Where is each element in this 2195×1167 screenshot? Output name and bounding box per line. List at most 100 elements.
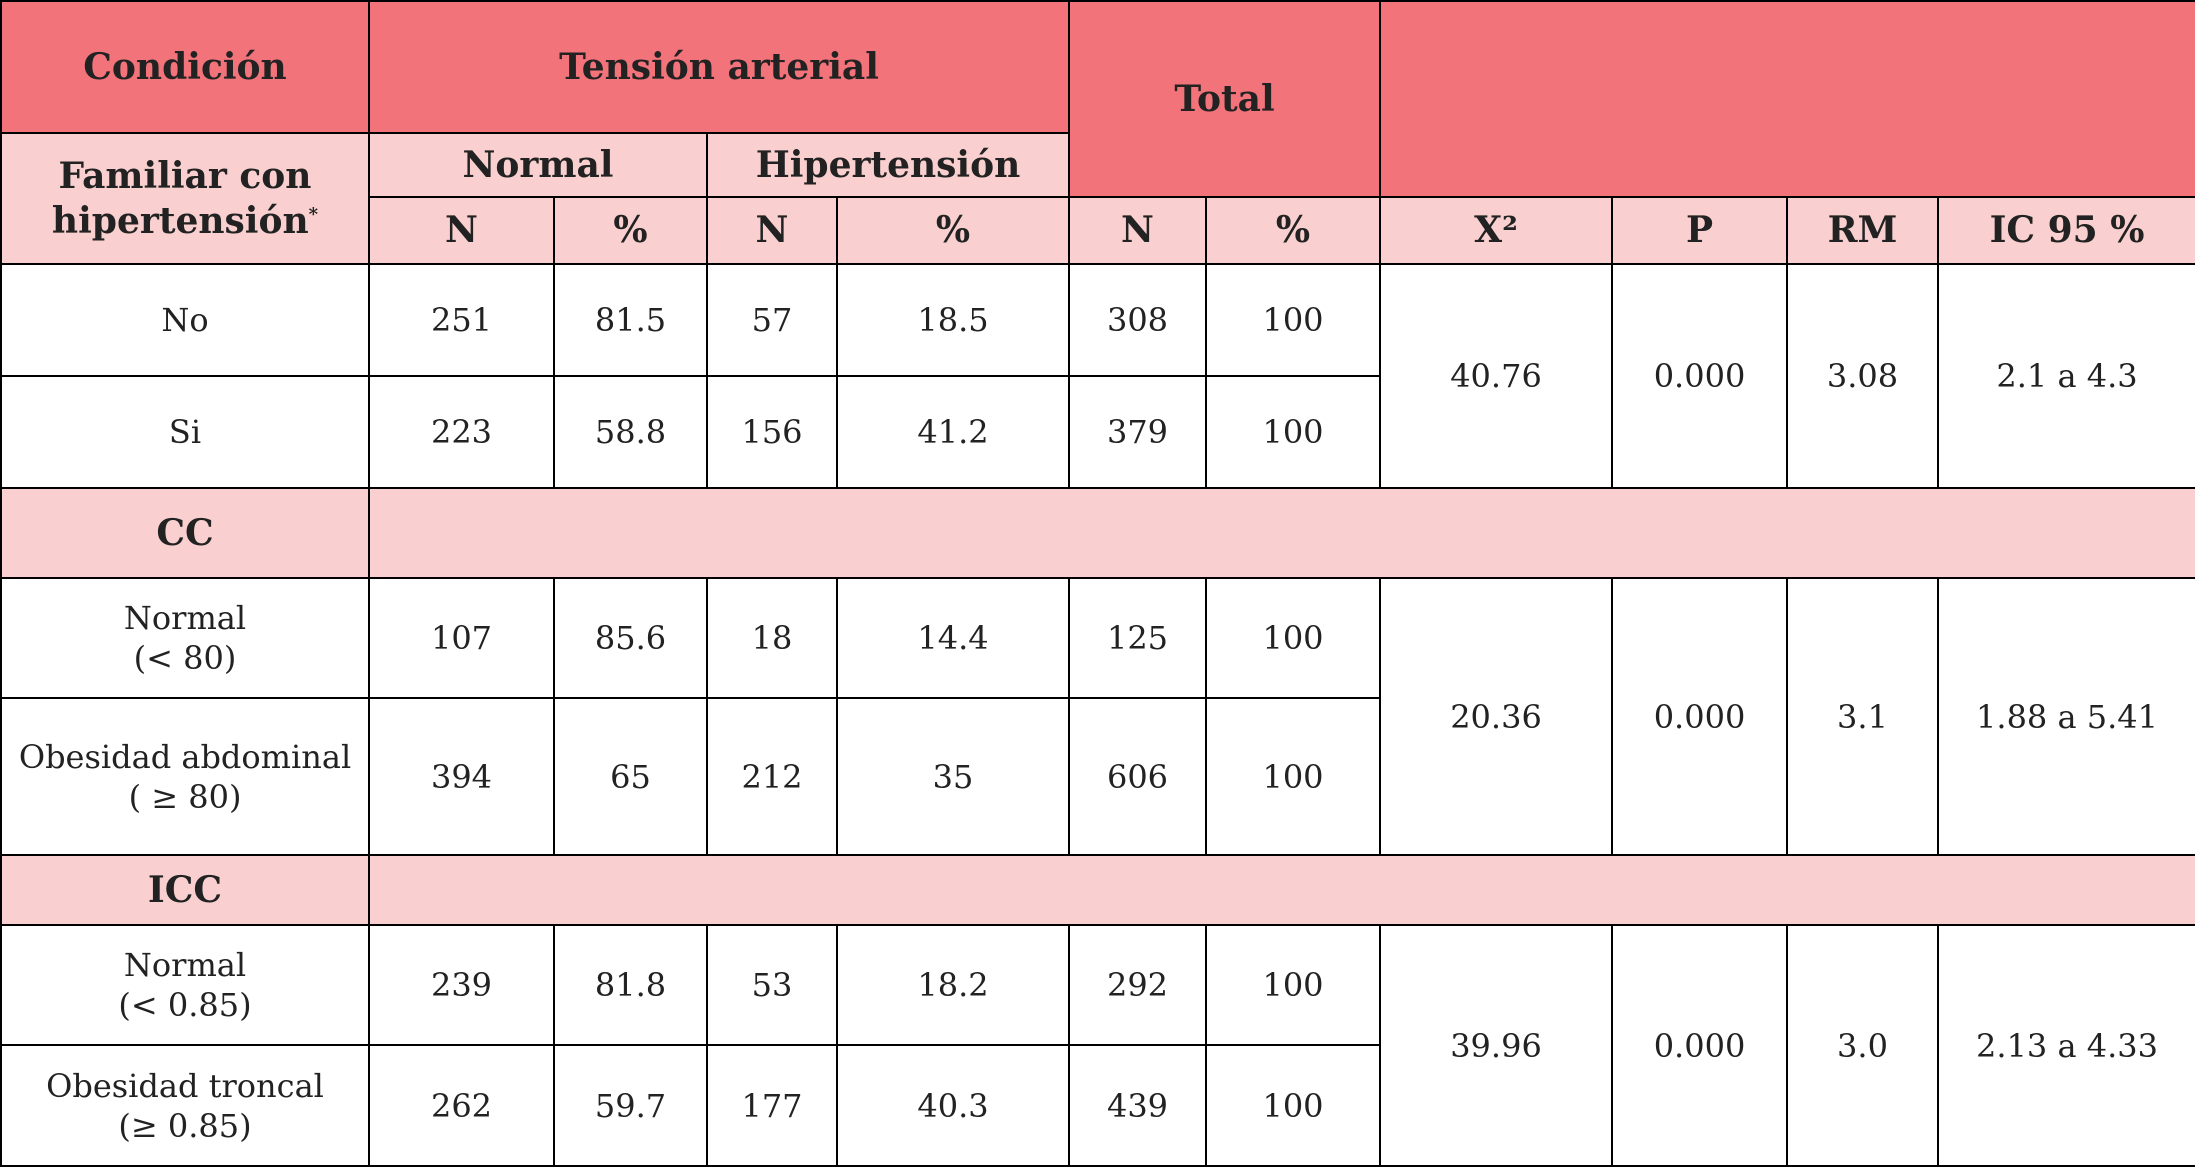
cell-text: 292 [1106,966,1169,1004]
data-cell: 41.2 [836,375,1070,489]
data-cell: 100 [1205,577,1381,699]
row-label: Obesidad troncal (≥ 0.85) [0,1044,370,1167]
header-cell: % [553,196,708,265]
header-cell: Total [1068,0,1381,198]
stat-cell: 3.08 [1786,263,1939,489]
data-cell: 57 [706,263,838,377]
header-text: Condición [83,45,287,88]
cell-text: 85.6 [594,619,667,657]
row-label: No [0,263,370,377]
row-label: Obesidad abdominal( ≥ 80) [0,697,370,856]
header-cell: Condición [0,0,370,134]
row-label-text: Si [168,413,202,451]
data-cell: 308 [1068,263,1207,377]
cell-text: 156 [741,413,803,451]
header-cell: % [836,196,1070,265]
data-cell: 100 [1205,375,1381,489]
header-text: Tensión arterial [559,45,879,88]
header-row: Condición Tensión arterial Total [0,0,2195,198]
stat-cell: 3.1 [1786,577,1939,856]
cell-text: 40.76 [1450,357,1542,395]
data-cell: 223 [368,375,555,489]
row-label-text: (< 80) [133,639,237,677]
cell-text: 308 [1106,301,1169,339]
cell-text: 65 [610,757,651,796]
data-cell: 85.6 [553,577,708,699]
header-cell: N [706,196,838,265]
data-cell: 100 [1205,924,1381,1046]
data-cell: 394 [368,697,555,856]
row-label-text: Normal [123,946,247,984]
cell-text: 81.5 [594,301,667,339]
data-cell: 292 [1068,924,1207,1046]
cell-text: 262 [430,1086,493,1125]
row-label-text: Normal [123,599,247,637]
cell-text: 2.1 a 4.3 [1996,357,2138,395]
cell-text: 212 [741,757,803,796]
cell-text: 3.0 [1837,1026,1888,1065]
cell-text: 41.2 [917,413,989,451]
cell-text: 3.1 [1837,697,1888,736]
cell-text: 0.000 [1653,697,1746,736]
cell-text: 439 [1106,1086,1169,1125]
data-cell: 156 [706,375,838,489]
cell-text: 100 [1262,301,1324,339]
header-text: % [935,209,971,251]
data-cell: 262 [368,1044,555,1167]
cell-text: 57 [751,301,793,339]
header-row: N% N% N% X² P RM IC 95 % [1,196,2195,265]
data-cell: 125 [1068,577,1207,699]
header-cell: N [368,196,555,265]
data-cell: 379 [1068,375,1207,489]
cell-text: 40.3 [917,1086,989,1125]
data-cell: 35 [836,697,1070,856]
stat-cell: 39.96 [1379,924,1613,1167]
header-cell: P [1611,196,1788,265]
data-cell: 81.8 [553,924,708,1046]
header-text: % [1275,209,1311,251]
row-label-text: (≥ 0.85) [118,1106,252,1145]
data-row: Normal (< 80) 107 85.6 18 14.4 125 100 20.36 0.00… [0,577,2195,856]
header-text: X² [1474,209,1518,251]
stat-cell: 2.1 a 4.3 [1937,263,2195,489]
data-cell: 65 [553,697,708,856]
row-label-text: No [161,301,209,339]
group-fill [368,487,2195,579]
cell-text: 379 [1106,413,1169,451]
header-cell: Familiar con hipertensión* [0,132,370,265]
group-fill [368,854,2195,926]
row-label: Normal (< 80) [0,577,370,699]
cell-text: 125 [1106,619,1169,657]
data-cell: 177 [706,1044,838,1167]
group-title-text: CC [156,511,214,554]
stat-cell: 20.36 [1379,577,1613,856]
cell-text: 100 [1262,757,1324,796]
header-text: P [1685,209,1714,251]
data-cell: 18.2 [836,924,1070,1046]
header-text: Hipertensión [755,143,1021,186]
data-row: Normal (< 0.85) 239 81.8 53 18.2 292 100 39.96 0.… [0,924,2195,1167]
cell-text: 53 [751,966,793,1004]
data-cell: 53 [706,924,838,1046]
header-text: % [613,209,648,251]
data-cell: 100 [1205,1044,1381,1167]
data-cell: 606 [1068,697,1207,856]
cell-text: 39.96 [1450,1026,1542,1065]
header-cell: RM [1786,196,1939,265]
cell-text: 107 [430,619,493,657]
data-cell: 81.5 [553,263,708,377]
data-cell: 100 [1205,263,1381,377]
stat-cell: 3.0 [1786,924,1939,1167]
cell-text: 1.88 a 5.41 [1976,697,2158,736]
header-row: Familiar con hipertensión* Normal Hipert… [0,132,2195,265]
header-cell: Normal [368,132,708,198]
row-label: Normal (< 0.85) [0,924,370,1046]
cell-text: 100 [1262,966,1324,1004]
data-cell: 100 [1205,697,1381,856]
cell-text: 58.8 [594,413,667,451]
header-text: N [1121,209,1154,251]
cell-text: 606 [1106,757,1169,796]
group-row: ICC [0,854,2195,926]
cell-text: 81.8 [594,966,667,1004]
stat-cell: 1.88 a 5.41 [1937,577,2195,856]
